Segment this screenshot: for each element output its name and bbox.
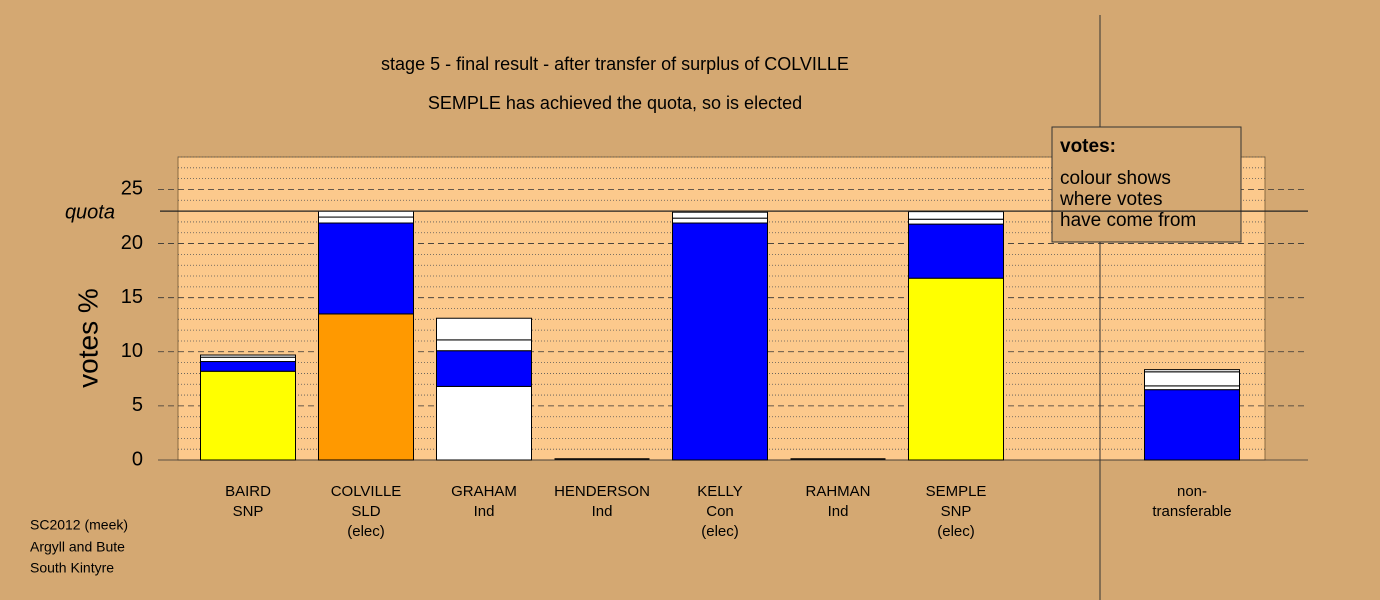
legend-text: colour shows (1060, 168, 1171, 189)
x-tick-label: SNP (233, 503, 264, 520)
y-tick-label: 15 (121, 286, 143, 308)
legend: votes: colour shows where votes have com… (1051, 126, 1242, 243)
quota-label: quota (65, 201, 115, 223)
y-axis-label: votes % (72, 288, 103, 388)
bar-segment (200, 370, 296, 461)
y-tick-label: 10 (121, 340, 143, 362)
x-tick-label: SEMPLE (926, 483, 987, 500)
x-tick-label: (elec) (347, 523, 385, 540)
bar-segment (908, 211, 1004, 220)
x-tick-label: BAIRD (225, 483, 271, 500)
x-tick-label: RAHMAN (805, 483, 870, 500)
footer: South Kintyre (30, 560, 114, 576)
bar-segment (672, 211, 768, 219)
x-tick-label: transferable (1152, 503, 1231, 520)
x-tick-label: Ind (592, 503, 613, 520)
bar-segment (1144, 389, 1240, 461)
legend-title: votes: (1060, 136, 1116, 157)
legend-box (1051, 126, 1242, 243)
x-tick-label: SLD (351, 503, 380, 520)
bar-segment (908, 277, 1004, 461)
x-tick-label: Ind (828, 503, 849, 520)
x-tick-label: KELLY (697, 483, 743, 500)
y-tick-label: 0 (132, 448, 143, 470)
bar-segment (672, 217, 768, 224)
y-tick-label: 25 (121, 178, 143, 200)
bar-segment (318, 313, 414, 461)
footer: SC2012 (meek) (30, 517, 128, 533)
y-tick-label: 20 (121, 232, 143, 254)
bar-segment (1144, 371, 1240, 387)
x-tick-label: Con (706, 503, 734, 520)
bar-segment (318, 222, 414, 315)
bar-segment (436, 317, 532, 341)
x-tick-label: SNP (941, 503, 972, 520)
legend-text: where votes (1059, 189, 1162, 210)
bar-segment (1144, 369, 1240, 373)
bar-segment (436, 350, 532, 387)
bar-segment (200, 356, 296, 363)
x-tick-label: non- (1177, 483, 1207, 500)
bar-segment (318, 210, 414, 218)
footer: Argyll and Bute (30, 539, 125, 555)
bar-segment (908, 218, 1004, 225)
y-tick-label: 5 (132, 394, 143, 416)
x-tick-label: COLVILLE (331, 483, 402, 500)
bar-segment (908, 223, 1004, 279)
x-tick-label: (elec) (937, 523, 975, 540)
bar-segment (200, 361, 296, 372)
bar-segment (200, 354, 296, 358)
bar-segment (436, 385, 532, 461)
x-tick-label: Ind (474, 503, 495, 520)
legend-text: have come from (1060, 210, 1196, 231)
chart-subtitle: SEMPLE has achieved the quota, so is ele… (428, 93, 802, 113)
x-tick-label: (elec) (701, 523, 739, 540)
x-tick-label: HENDERSON (554, 483, 650, 500)
bar-segment (1144, 385, 1240, 391)
bar-segment (436, 339, 532, 352)
bar-segment (672, 222, 768, 461)
chart-title: stage 5 - final result - after transfer … (381, 54, 849, 74)
x-tick-label: GRAHAM (451, 483, 517, 500)
bar-segment (318, 216, 414, 224)
